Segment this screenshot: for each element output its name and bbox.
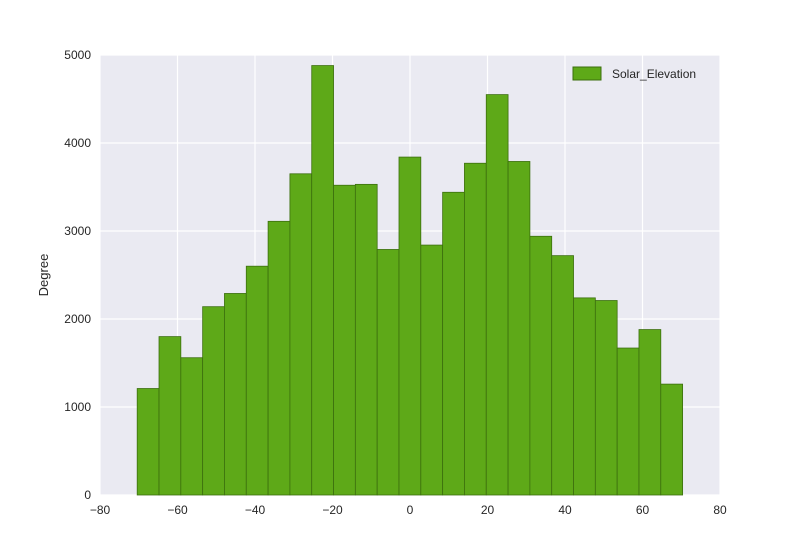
x-tick-label: −40 xyxy=(245,503,266,517)
y-tick-label: 1000 xyxy=(64,400,91,414)
histogram-bar xyxy=(638,329,662,496)
histogram-bar xyxy=(354,183,378,496)
x-tick-label: 80 xyxy=(713,503,727,517)
x-tick-label: −60 xyxy=(167,503,188,517)
histogram-bar xyxy=(551,255,574,496)
y-tick-label: 3000 xyxy=(64,224,91,238)
histogram-bar xyxy=(616,347,640,496)
x-tick-label: 40 xyxy=(558,503,572,517)
histogram-bar xyxy=(136,388,160,496)
histogram-bar xyxy=(245,265,269,496)
histogram-bar xyxy=(594,300,618,496)
histogram-bar xyxy=(507,161,531,496)
histogram-bar xyxy=(485,94,509,496)
histogram-bar xyxy=(573,297,596,496)
histogram-bar xyxy=(180,357,204,496)
histogram-bar xyxy=(267,220,291,496)
y-tick-labels: 0 1000 2000 3000 4000 5000 xyxy=(64,48,91,502)
histogram-bar xyxy=(420,244,444,496)
y-tick-label: 4000 xyxy=(64,136,91,150)
y-tick-label: 5000 xyxy=(64,48,91,62)
y-tick-label: 2000 xyxy=(64,312,91,326)
x-tick-label: −20 xyxy=(322,503,343,517)
y-axis-label: Degree xyxy=(36,254,51,297)
histogram-bar xyxy=(376,249,400,496)
histogram-bar xyxy=(333,184,356,496)
histogram-bar xyxy=(660,383,684,496)
histogram-bar xyxy=(529,235,553,496)
histogram-bar xyxy=(158,336,182,496)
legend: Solar_Elevation xyxy=(572,66,696,81)
histogram-bar xyxy=(311,65,334,496)
histogram-bar xyxy=(289,173,313,496)
x-tick-label: −80 xyxy=(90,503,111,517)
x-tick-label: 60 xyxy=(636,503,650,517)
histogram-bar xyxy=(464,162,487,496)
x-tick-label: 0 xyxy=(407,503,414,517)
legend-label: Solar_Elevation xyxy=(612,67,696,81)
y-tick-label: 0 xyxy=(84,488,91,502)
histogram-bar xyxy=(442,191,465,496)
histogram-bars xyxy=(136,65,684,496)
histogram-bar xyxy=(398,156,422,496)
legend-swatch xyxy=(572,66,602,81)
x-tick-label: 20 xyxy=(481,503,495,517)
histogram-bar xyxy=(202,306,225,496)
histogram-bar xyxy=(224,293,247,496)
x-tick-labels: −80 −60 −40 −20 0 20 40 60 80 xyxy=(90,503,727,517)
